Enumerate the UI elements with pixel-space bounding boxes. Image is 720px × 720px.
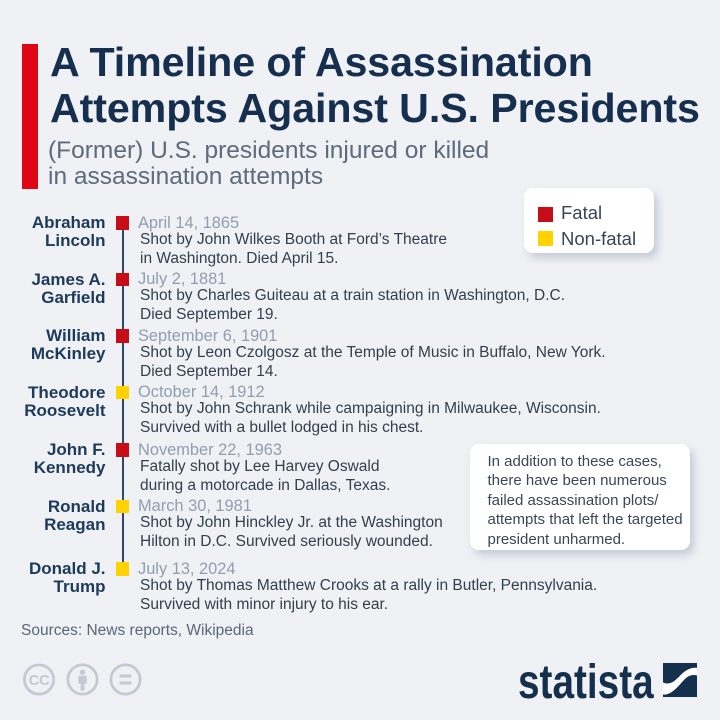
svg-text:CC: CC <box>29 672 50 689</box>
